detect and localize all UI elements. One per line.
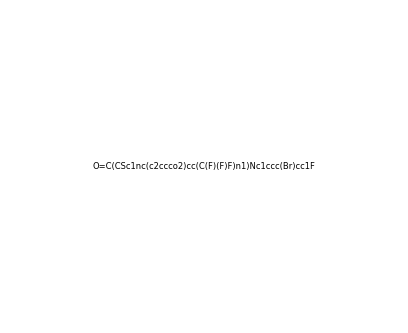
Text: O=C(CSc1nc(c2ccco2)cc(C(F)(F)F)n1)Nc1ccc(Br)cc1F: O=C(CSc1nc(c2ccco2)cc(C(F)(F)F)n1)Nc1ccc… xyxy=(93,163,315,171)
